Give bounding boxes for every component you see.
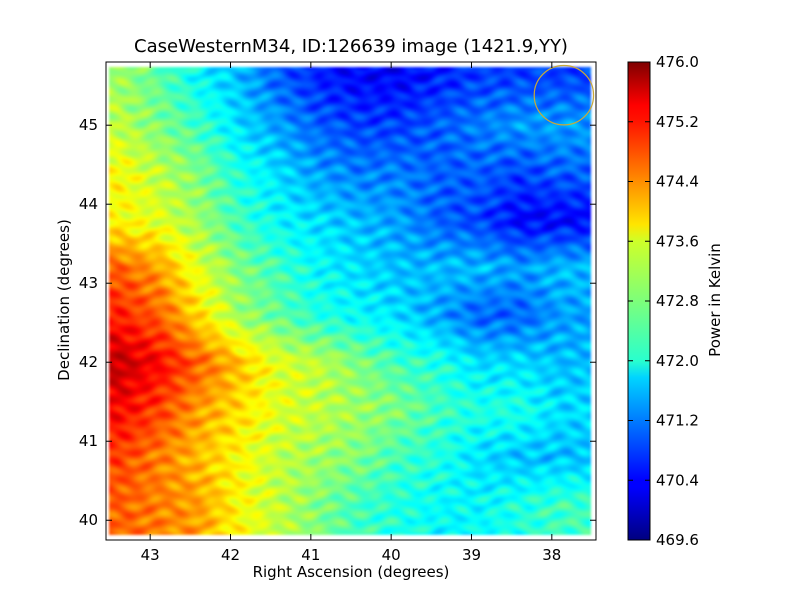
colorbar-tick-label: 473.6 (656, 232, 699, 250)
colorbar-tick-label: 472.0 (656, 352, 699, 370)
x-tick-label: 38 (542, 546, 561, 564)
x-tick-label: 42 (221, 546, 240, 564)
colorbar-tick-label: 470.4 (656, 471, 699, 489)
colorbar-label: Power in Kelvin (706, 243, 724, 357)
colorbar-tick-label: 472.8 (656, 292, 699, 310)
x-tick-label: 40 (382, 546, 401, 564)
x-tick-label: 43 (141, 546, 160, 564)
colorbar-ticks: 469.6 470.4 471.2 472.0 472.8 473.6 474.4 475.2… (628, 53, 699, 549)
y-axis: 40 41 42 43 44 45 (79, 116, 596, 529)
colorbar-tick-label: 476.0 (656, 53, 699, 71)
colorbar-tick-label: 474.4 (656, 173, 699, 191)
x-axis: 43 42 41 40 39 38 (141, 62, 561, 564)
chart-title: CaseWesternM34, ID:126639 image (1421.9,… (134, 36, 568, 57)
y-tick-label: 40 (79, 511, 98, 529)
plot-area (105, 61, 597, 541)
colorbar-gradient (628, 62, 650, 540)
colorbar-tick-label: 471.2 (656, 412, 699, 430)
x-tick-label: 41 (301, 546, 320, 564)
x-axis-label: Right Ascension (degrees) (253, 563, 450, 581)
y-tick-label: 44 (79, 195, 98, 213)
colorbar: 469.6 470.4 471.2 472.0 472.8 473.6 474.4 475.2… (627, 53, 724, 549)
colorbar-tick-label: 475.2 (656, 113, 699, 131)
colorbar-tick-label: 469.6 (656, 531, 699, 549)
y-tick-label: 42 (79, 353, 98, 371)
x-tick-label: 39 (462, 546, 481, 564)
annotation-circle (533, 64, 595, 126)
plot-frame (105, 61, 597, 541)
y-tick-label: 45 (79, 116, 98, 134)
y-axis-label: Declination (degrees) (55, 219, 73, 381)
y-tick-label: 43 (79, 274, 98, 292)
y-tick-label: 41 (79, 432, 98, 450)
